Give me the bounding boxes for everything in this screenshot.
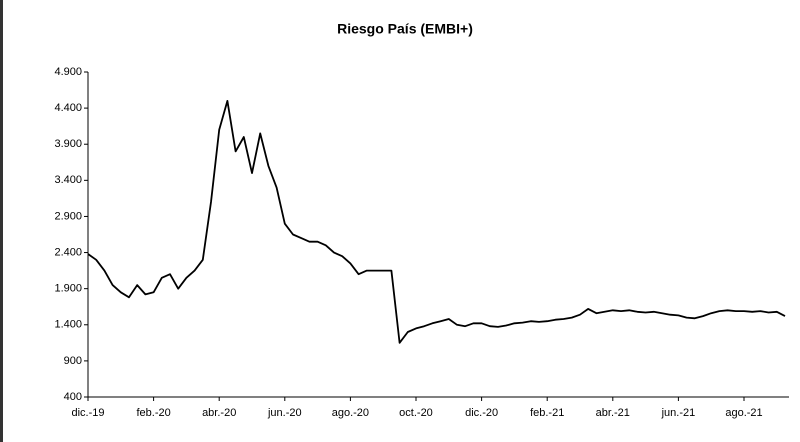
y-tick-label: 4.400 — [54, 102, 82, 114]
chart-title: Riesgo País (EMBI+) — [337, 21, 473, 37]
y-tick-label: 3.400 — [54, 174, 82, 186]
x-tick-label: feb.-21 — [530, 407, 564, 419]
x-tick-label: dic.-19 — [71, 407, 104, 419]
x-tick-label: abr.-21 — [596, 407, 630, 419]
x-tick-label: dic.-20 — [465, 407, 498, 419]
x-tick-label: ago.-21 — [725, 407, 762, 419]
x-tick-label: oct.-20 — [399, 407, 433, 419]
series-line — [87, 100, 786, 344]
x-tick-label: feb.-20 — [136, 407, 170, 419]
y-tick-label: 400 — [64, 391, 82, 403]
x-tick-label: jun.-20 — [267, 407, 302, 419]
y-tick-label: 3.900 — [54, 138, 82, 150]
x-tick-label: abr.-20 — [202, 407, 236, 419]
y-tick-label: 1.400 — [54, 319, 82, 331]
y-tick-label: 900 — [64, 355, 82, 367]
y-tick-label: 2.900 — [54, 210, 82, 222]
y-tick-label: 2.400 — [54, 246, 82, 258]
left-border — [0, 0, 3, 442]
y-tick-label: 4.900 — [54, 66, 82, 78]
x-tick-label: jun.-21 — [661, 407, 696, 419]
x-tick-label: ago.-20 — [332, 407, 369, 419]
y-tick-label: 1.900 — [54, 283, 82, 295]
